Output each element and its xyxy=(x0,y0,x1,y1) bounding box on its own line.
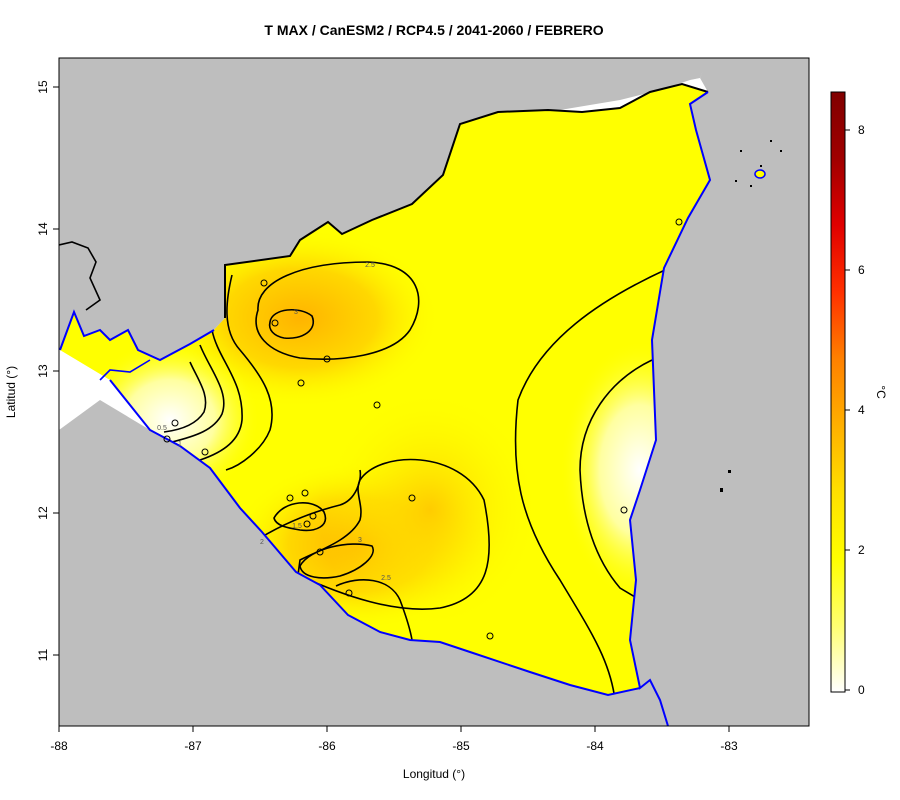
x-tick-label: -86 xyxy=(318,739,336,753)
y-tick-label: 11 xyxy=(36,648,50,661)
colorbar-unit-label: °C xyxy=(874,385,888,399)
contour-east-1-5 xyxy=(579,359,653,601)
x-tick-label: -87 xyxy=(184,739,202,753)
contour-west-2-a xyxy=(225,274,273,471)
x-tick-label: -84 xyxy=(586,739,604,753)
honduras-land xyxy=(59,58,809,360)
contour-east-2 xyxy=(514,269,666,695)
station xyxy=(675,218,683,226)
y-axis xyxy=(53,86,59,656)
contour-label: 3 xyxy=(358,537,362,544)
y-tick-label: 14 xyxy=(36,222,50,236)
x-axis-label: Longitud (°) xyxy=(403,767,465,781)
x-tick-label: -83 xyxy=(720,739,738,753)
contour-north-3 xyxy=(268,309,315,340)
contour-west-1 xyxy=(171,344,225,443)
caribbean-east-land xyxy=(630,58,809,726)
contour-label: 2.5 xyxy=(365,262,375,269)
station xyxy=(486,632,494,640)
contour-label: 3 xyxy=(294,309,298,316)
contour-2-south-west xyxy=(259,469,362,539)
station xyxy=(373,401,381,409)
station xyxy=(408,494,416,502)
warm-zone-center xyxy=(320,390,540,630)
pacific-coastline xyxy=(59,309,641,697)
caribbean-cays xyxy=(720,140,782,492)
colorbar-tick-label: 2 xyxy=(858,543,865,557)
station xyxy=(286,494,294,502)
caribbean-coastline xyxy=(628,91,712,726)
colorbar xyxy=(830,91,846,693)
costa-rica-land xyxy=(59,400,668,726)
station xyxy=(163,435,171,443)
contour-label: 0.5 xyxy=(157,425,167,432)
plot-frame xyxy=(58,57,810,727)
colorbar-tick-label: 0 xyxy=(858,683,865,697)
colorbar-tick-label: 6 xyxy=(858,263,865,277)
colorbar-ticks xyxy=(845,129,850,691)
station xyxy=(260,279,268,287)
plot-area: 2.5 3 0.5 1 1.5 2 3 2.5 xyxy=(59,58,809,726)
contour-label: 2.5 xyxy=(381,575,391,582)
contour-west-1-5-a xyxy=(199,329,243,461)
station xyxy=(271,319,279,327)
y-tick-label: 13 xyxy=(36,364,50,378)
y-tick-label: 12 xyxy=(36,506,50,520)
contour-south-2-5 xyxy=(297,458,491,610)
station xyxy=(345,589,353,597)
x-axis xyxy=(58,726,730,732)
gulf-fonseca-coast xyxy=(99,359,151,381)
colorbar-tick-label: 4 xyxy=(858,403,865,417)
honduras-west-border xyxy=(59,241,102,311)
station xyxy=(316,548,324,556)
contour-label: 1 xyxy=(178,441,182,448)
corn-island xyxy=(754,169,766,179)
contour-2-5-south-low xyxy=(335,579,413,641)
contour-lines xyxy=(163,261,666,695)
station xyxy=(309,512,317,520)
contour-north-2-5 xyxy=(255,261,420,360)
station xyxy=(303,520,311,528)
contour-1-5-south xyxy=(273,502,327,532)
contour-south-3 xyxy=(299,543,374,579)
contour-label: 1.5 xyxy=(292,523,302,530)
station xyxy=(620,506,628,514)
station xyxy=(201,448,209,456)
nicaragua-border xyxy=(224,82,709,318)
x-tick-label: -85 xyxy=(452,739,470,753)
station xyxy=(301,489,309,497)
station xyxy=(323,355,331,363)
station xyxy=(171,419,179,427)
x-tick-label: -88 xyxy=(50,739,68,753)
station xyxy=(297,379,305,387)
y-axis-label: Latitud (°) xyxy=(4,366,18,418)
map-title: T MAX / CanESM2 / RCP4.5 / 2041-2060 / F… xyxy=(264,22,603,38)
y-tick-label: 15 xyxy=(36,80,50,94)
stations xyxy=(163,218,683,640)
colorbar-tick-label: 8 xyxy=(858,123,865,137)
contour-label: 2 xyxy=(260,539,264,546)
contour-west-0-5 xyxy=(163,361,207,433)
